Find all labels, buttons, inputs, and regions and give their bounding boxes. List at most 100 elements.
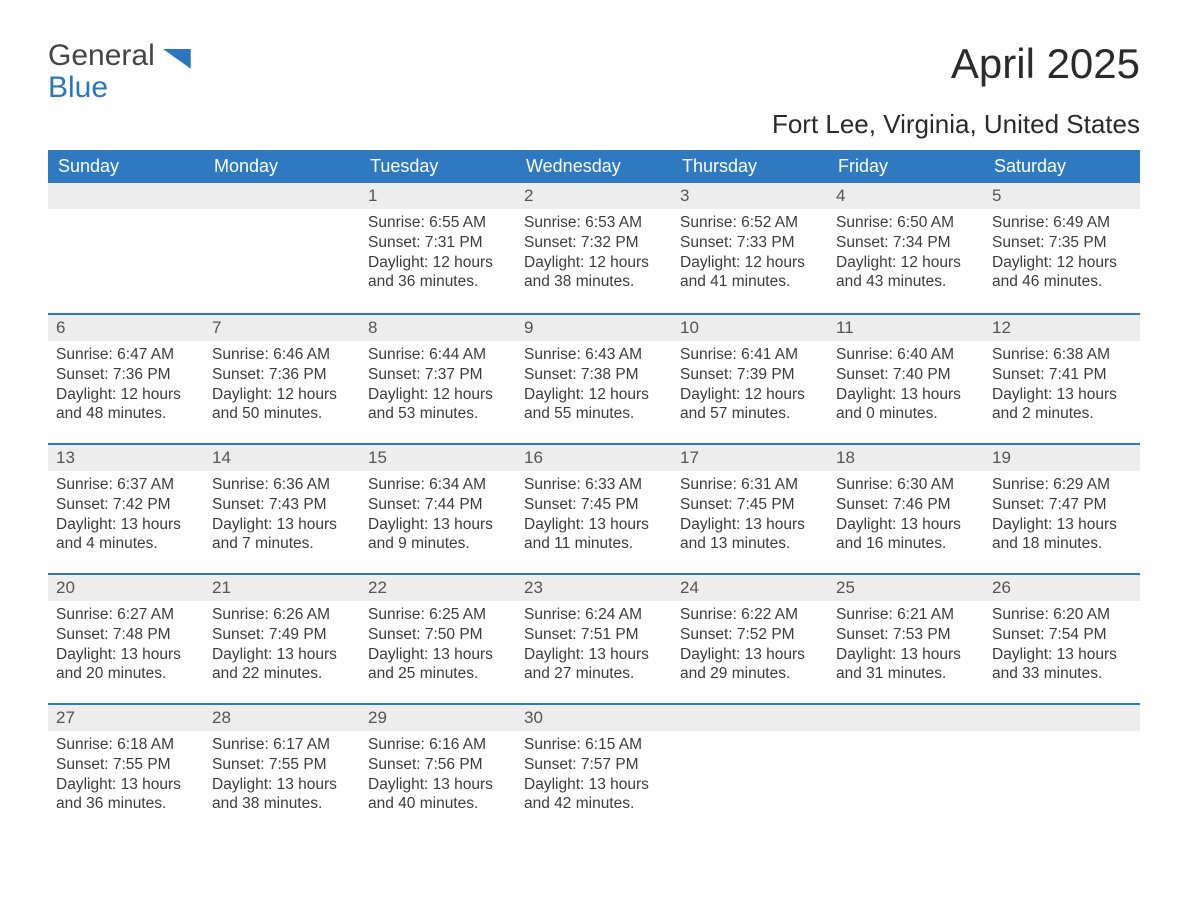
sunset-line: Sunset: 7:55 PM (212, 755, 352, 775)
calendar-day-cell: 20Sunrise: 6:27 AMSunset: 7:48 PMDayligh… (48, 573, 204, 703)
day-details: Sunrise: 6:26 AMSunset: 7:49 PMDaylight:… (204, 601, 360, 692)
location-label: Fort Lee, Virginia, United States (48, 109, 1140, 140)
day-number: 3 (672, 183, 828, 209)
day-number: 19 (984, 443, 1140, 471)
sunset-line: Sunset: 7:36 PM (212, 365, 352, 385)
day-details: Sunrise: 6:34 AMSunset: 7:44 PMDaylight:… (360, 471, 516, 562)
daylight-line: Daylight: 12 hours and 36 minutes. (368, 253, 508, 293)
day-number: 1 (360, 183, 516, 209)
daylight-line: Daylight: 13 hours and 11 minutes. (524, 515, 664, 555)
day-details: Sunrise: 6:31 AMSunset: 7:45 PMDaylight:… (672, 471, 828, 562)
day-details: Sunrise: 6:27 AMSunset: 7:48 PMDaylight:… (48, 601, 204, 692)
sunrise-line: Sunrise: 6:26 AM (212, 605, 352, 625)
calendar-day-cell: 1 Sunrise: 6:55 AMSunset: 7:31 PMDaylight… (360, 183, 516, 313)
sunrise-line: Sunrise: 6:15 AM (524, 735, 664, 755)
sunset-line: Sunset: 7:49 PM (212, 625, 352, 645)
daylight-line: Daylight: 12 hours and 48 minutes. (56, 385, 196, 425)
day-details: Sunrise: 6:29 AMSunset: 7:47 PMDaylight:… (984, 471, 1140, 562)
calendar-day-cell: 10Sunrise: 6:41 AMSunset: 7:39 PMDayligh… (672, 313, 828, 443)
daylight-line: Daylight: 12 hours and 38 minutes. (524, 253, 664, 293)
sunrise-line: Sunrise: 6:41 AM (680, 345, 820, 365)
day-details: Sunrise: 6:49 AMSunset: 7:35 PMDaylight:… (984, 209, 1140, 300)
day-details: Sunrise: 6:40 AMSunset: 7:40 PMDaylight:… (828, 341, 984, 432)
day-number: 30 (516, 703, 672, 731)
calendar-day-cell: 17Sunrise: 6:31 AMSunset: 7:45 PMDayligh… (672, 443, 828, 573)
sunrise-line: Sunrise: 6:37 AM (56, 475, 196, 495)
calendar-day-cell: 11Sunrise: 6:40 AMSunset: 7:40 PMDayligh… (828, 313, 984, 443)
sunrise-line: Sunrise: 6:38 AM (992, 345, 1132, 365)
day-details: Sunrise: 6:41 AMSunset: 7:39 PMDaylight:… (672, 341, 828, 432)
sunrise-line: Sunrise: 6:20 AM (992, 605, 1132, 625)
day-details: Sunrise: 6:47 AMSunset: 7:36 PMDaylight:… (48, 341, 204, 432)
sunset-line: Sunset: 7:35 PM (992, 233, 1132, 253)
sunset-line: Sunset: 7:45 PM (524, 495, 664, 515)
calendar-day-cell: 25Sunrise: 6:21 AMSunset: 7:53 PMDayligh… (828, 573, 984, 703)
sunrise-line: Sunrise: 6:25 AM (368, 605, 508, 625)
day-number: 15 (360, 443, 516, 471)
weekday-header: Friday (828, 150, 984, 183)
daylight-line: Daylight: 13 hours and 13 minutes. (680, 515, 820, 555)
daylight-line: Daylight: 13 hours and 29 minutes. (680, 645, 820, 685)
daylight-line: Daylight: 13 hours and 22 minutes. (212, 645, 352, 685)
day-number: 26 (984, 573, 1140, 601)
sunset-line: Sunset: 7:57 PM (524, 755, 664, 775)
daylight-line: Daylight: 12 hours and 43 minutes. (836, 253, 976, 293)
sunset-line: Sunset: 7:38 PM (524, 365, 664, 385)
calendar-week-row: 1Sunrise: 6:55 AMSunset: 7:31 PMDaylight… (48, 183, 1140, 313)
sunrise-line: Sunrise: 6:27 AM (56, 605, 196, 625)
day-details: Sunrise: 6:25 AMSunset: 7:50 PMDaylight:… (360, 601, 516, 692)
sunrise-line: Sunrise: 6:55 AM (368, 213, 508, 233)
empty-day-bar (48, 183, 204, 209)
day-number: 27 (48, 703, 204, 731)
sunset-line: Sunset: 7:40 PM (836, 365, 976, 385)
day-details: Sunrise: 6:15 AMSunset: 7:57 PMDaylight:… (516, 731, 672, 822)
daylight-line: Daylight: 13 hours and 33 minutes. (992, 645, 1132, 685)
calendar-day-cell: 7Sunrise: 6:46 AMSunset: 7:36 PMDaylight… (204, 313, 360, 443)
day-number: 29 (360, 703, 516, 731)
logo: General Blue (48, 40, 191, 103)
day-number: 23 (516, 573, 672, 601)
daylight-line: Daylight: 12 hours and 55 minutes. (524, 385, 664, 425)
sunset-line: Sunset: 7:33 PM (680, 233, 820, 253)
daylight-line: Daylight: 12 hours and 41 minutes. (680, 253, 820, 293)
sunset-line: Sunset: 7:37 PM (368, 365, 508, 385)
weekday-header-row: SundayMondayTuesdayWednesdayThursdayFrid… (48, 150, 1140, 183)
sunset-line: Sunset: 7:31 PM (368, 233, 508, 253)
daylight-line: Daylight: 13 hours and 2 minutes. (992, 385, 1132, 425)
daylight-line: Daylight: 13 hours and 16 minutes. (836, 515, 976, 555)
weekday-header: Monday (204, 150, 360, 183)
day-number: 9 (516, 313, 672, 341)
calendar-day-cell: 3Sunrise: 6:52 AMSunset: 7:33 PMDaylight… (672, 183, 828, 313)
logo-text-blue: Blue (48, 72, 191, 104)
calendar-day-cell: 14Sunrise: 6:36 AMSunset: 7:43 PMDayligh… (204, 443, 360, 573)
sunrise-line: Sunrise: 6:22 AM (680, 605, 820, 625)
daylight-line: Daylight: 13 hours and 42 minutes. (524, 775, 664, 815)
sunrise-line: Sunrise: 6:44 AM (368, 345, 508, 365)
sunset-line: Sunset: 7:50 PM (368, 625, 508, 645)
day-details: Sunrise: 6:52 AMSunset: 7:33 PMDaylight:… (672, 209, 828, 300)
sunset-line: Sunset: 7:45 PM (680, 495, 820, 515)
sunset-line: Sunset: 7:41 PM (992, 365, 1132, 385)
sunrise-line: Sunrise: 6:47 AM (56, 345, 196, 365)
sunset-line: Sunset: 7:54 PM (992, 625, 1132, 645)
calendar-table: SundayMondayTuesdayWednesdayThursdayFrid… (48, 150, 1140, 833)
daylight-line: Daylight: 13 hours and 25 minutes. (368, 645, 508, 685)
day-details: Sunrise: 6:36 AMSunset: 7:43 PMDaylight:… (204, 471, 360, 562)
sunrise-line: Sunrise: 6:34 AM (368, 475, 508, 495)
sunrise-line: Sunrise: 6:29 AM (992, 475, 1132, 495)
daylight-line: Daylight: 12 hours and 50 minutes. (212, 385, 352, 425)
empty-day-bar (672, 703, 828, 731)
day-number: 24 (672, 573, 828, 601)
calendar-day-cell: 6Sunrise: 6:47 AMSunset: 7:36 PMDaylight… (48, 313, 204, 443)
daylight-line: Daylight: 12 hours and 46 minutes. (992, 253, 1132, 293)
day-details: Sunrise: 6:24 AMSunset: 7:51 PMDaylight:… (516, 601, 672, 692)
day-details: Sunrise: 6:44 AMSunset: 7:37 PMDaylight:… (360, 341, 516, 432)
day-number: 12 (984, 313, 1140, 341)
sunrise-line: Sunrise: 6:21 AM (836, 605, 976, 625)
day-number: 20 (48, 573, 204, 601)
day-number: 18 (828, 443, 984, 471)
day-details: Sunrise: 6:33 AMSunset: 7:45 PMDaylight:… (516, 471, 672, 562)
sunset-line: Sunset: 7:44 PM (368, 495, 508, 515)
daylight-line: Daylight: 13 hours and 9 minutes. (368, 515, 508, 555)
sunset-line: Sunset: 7:55 PM (56, 755, 196, 775)
